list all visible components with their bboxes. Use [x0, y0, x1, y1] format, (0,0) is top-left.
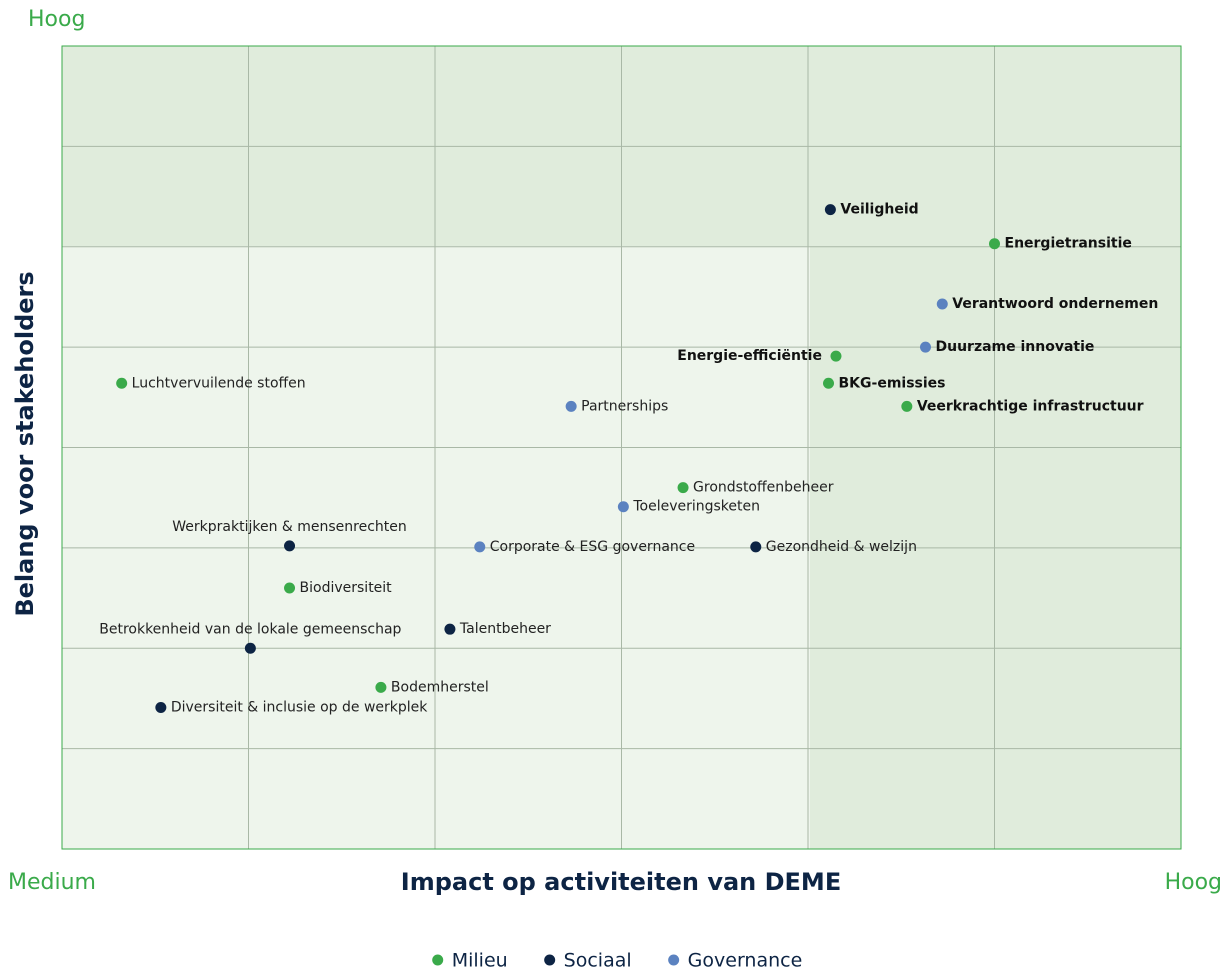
data-point: [116, 377, 128, 389]
legend-item: Milieu: [432, 950, 508, 971]
data-point: [444, 623, 456, 635]
data-point: [617, 501, 629, 513]
data-point: [901, 400, 913, 412]
data-point: [565, 400, 577, 412]
point-label: Veerkrachtige infrastructuur: [917, 398, 1144, 414]
x-axis-title: Impact op activiteiten van DEME: [401, 868, 841, 896]
data-point: [824, 204, 836, 216]
point-label: Partnerships: [581, 398, 668, 414]
legend: Milieu Sociaal Governance: [432, 950, 802, 971]
data-point: [677, 482, 689, 494]
data-point: [244, 642, 256, 654]
legend-label: Governance: [688, 950, 803, 971]
point-label: Diversiteit & inclusie op de werkplek: [171, 699, 428, 715]
point-label: Talentbeheer: [459, 621, 551, 637]
x-high-label: Hoog: [1165, 870, 1222, 895]
data-point: [284, 540, 296, 552]
point-label: Luchtvervuilende stoffen: [132, 375, 306, 391]
data-point: [155, 701, 167, 713]
legend-item: Sociaal: [544, 950, 632, 971]
x-low-label: Medium: [8, 870, 96, 895]
data-point: [823, 377, 835, 389]
data-point: [284, 582, 296, 594]
point-label: Corporate & ESG governance: [490, 539, 695, 555]
point-label: Gezondheid & welzijn: [766, 539, 917, 555]
legend-label: Sociaal: [564, 950, 632, 971]
point-label: Werkpraktijken & mensenrechten: [172, 519, 407, 535]
data-point: [474, 541, 486, 553]
data-point: [830, 350, 842, 362]
legend-item: Governance: [668, 950, 802, 971]
points: Energietransitie Energie-efficiëntie BKG-e…: [99, 202, 1158, 716]
point-label: BKG-emissies: [839, 375, 946, 391]
point-label: Verantwoord ondernemen: [952, 296, 1158, 312]
data-point: [750, 541, 762, 553]
point-label: Betrokkenheid van de lokale gemeenschap: [99, 621, 401, 637]
legend-label: Milieu: [452, 950, 508, 971]
y-high-label: Hoog: [28, 7, 85, 32]
point-label: Duurzame innovatie: [935, 339, 1094, 355]
point-label: Energie-efficiëntie: [677, 348, 822, 364]
plot-border: [61, 45, 1182, 850]
point-label: Veiligheid: [840, 202, 918, 218]
legend-swatch: [544, 954, 556, 966]
data-point: [936, 298, 948, 310]
point-label: Toeleveringsketen: [632, 499, 760, 515]
data-point: [989, 238, 1000, 250]
y-axis-title: Belang voor stakeholders: [11, 271, 39, 616]
point-label: Bodemherstel: [391, 679, 489, 695]
point-label: Energietransitie: [1005, 236, 1132, 252]
point-label: Biodiversiteit: [300, 580, 393, 596]
legend-swatch: [432, 954, 444, 966]
point-label: Grondstoffenbeheer: [693, 480, 834, 496]
legend-swatch: [668, 954, 680, 966]
data-point: [375, 681, 387, 693]
data-point: [919, 341, 931, 353]
